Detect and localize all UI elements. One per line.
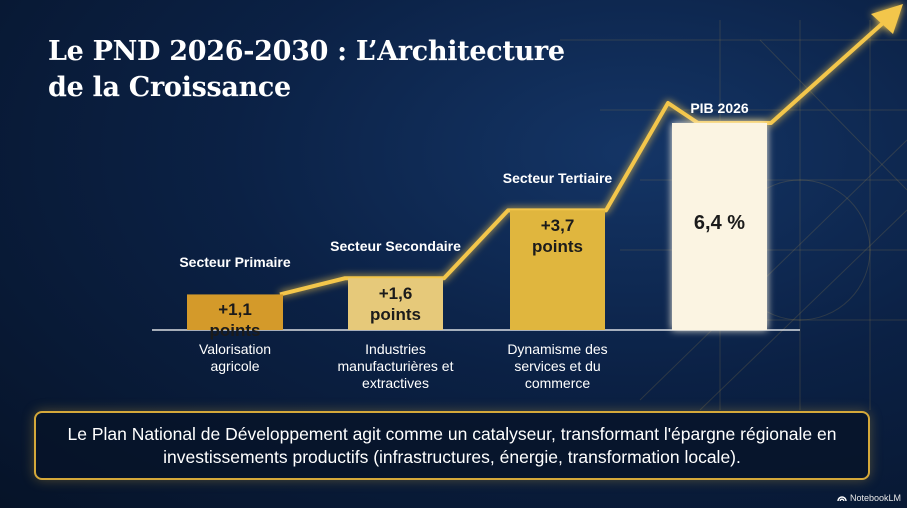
summary-note-box: Le Plan National de Développement agit c… [34, 411, 870, 480]
category-label-3: Secteur Tertiaire [502, 170, 613, 187]
brand-text: NotebookLM [849, 493, 901, 503]
category-label-4: PIB 2026 [690, 100, 749, 116]
bar-2 [348, 278, 443, 330]
category-label-2: Secteur Secondaire [330, 238, 461, 255]
value-label-1: +1,1 points [209, 300, 261, 341]
bar-4 [672, 123, 767, 330]
category-label-1: Secteur Primaire [179, 254, 291, 271]
description-label-1: Valorisation agricole [198, 341, 272, 374]
value-label-4: 6,4 % [693, 212, 746, 234]
bar-3 [510, 210, 605, 330]
value-label-2: +1,6 points [370, 284, 421, 325]
growth-arrow-head [871, 4, 903, 34]
bar-1 [187, 294, 283, 330]
page-title: Le PND 2026-2030 : L’Architecture de la … [48, 36, 565, 103]
summary-note-text: Le Plan National de Développement agit c… [67, 423, 837, 467]
description-label-2: Industries manufacturières et extractive… [337, 341, 454, 391]
description-label-3: Dynamisme des services et du commerce [507, 341, 608, 391]
value-label-3: +3,7 points [532, 216, 583, 257]
notebooklm-icon [837, 496, 847, 502]
brand-watermark: NotebookLM [837, 493, 901, 503]
